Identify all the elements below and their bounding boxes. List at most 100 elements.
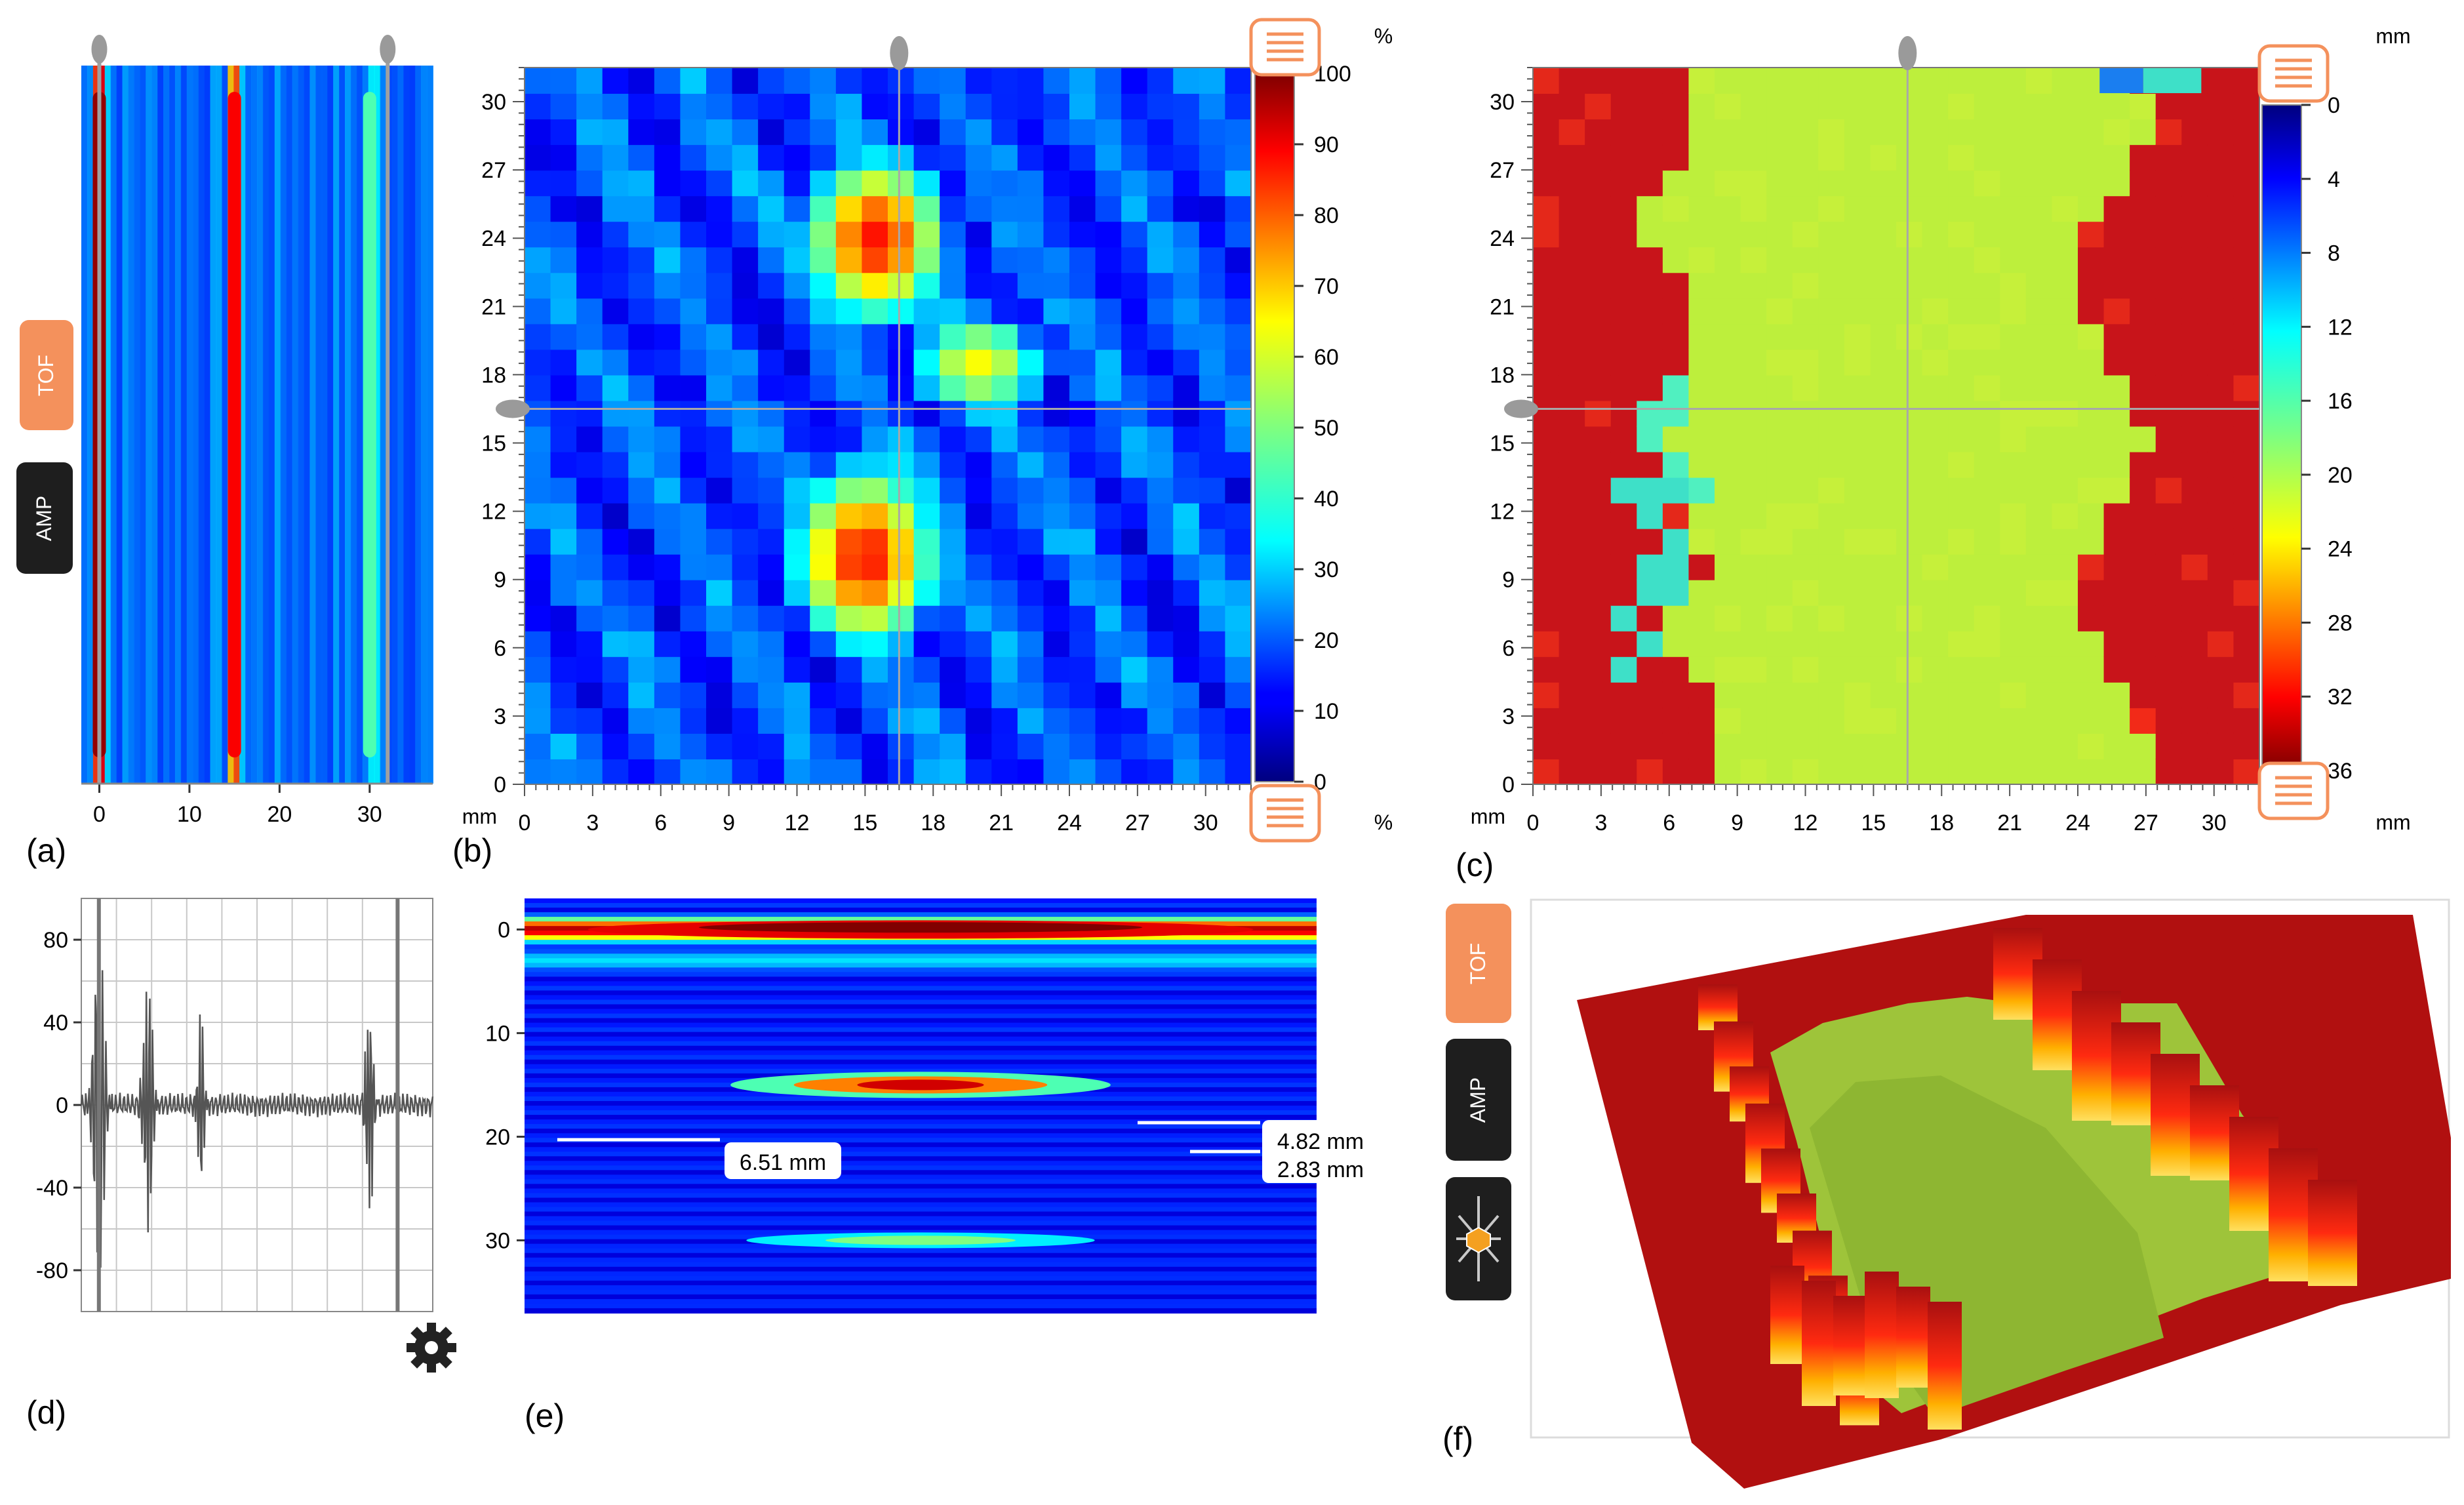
c-cell: [1896, 323, 1923, 350]
b-cell: [602, 656, 629, 683]
b-cell: [1069, 349, 1096, 376]
b-cell: [888, 68, 915, 94]
c-cell: [1844, 323, 1871, 350]
b-cell: [1173, 272, 1200, 299]
b-cell: [1095, 400, 1123, 427]
b-cell: [732, 451, 759, 478]
c-cell: [1610, 732, 1638, 759]
c-cell: [2181, 732, 2208, 759]
e-row: [525, 1289, 1317, 1295]
c-x-tick-label: 6: [1663, 811, 1675, 835]
b-cell: [835, 528, 863, 555]
c-cell: [1637, 221, 1663, 248]
b-cell: [991, 298, 1018, 325]
c-cell: [2052, 374, 2078, 401]
a-column: [345, 66, 351, 784]
c-cell: [1948, 630, 1975, 657]
c-colorbar-menu-button[interactable]: [2257, 761, 2330, 820]
b-cell: [940, 605, 966, 632]
b-cell: [940, 221, 966, 248]
b-cell: [1199, 451, 1226, 478]
c-cell: [2155, 119, 2183, 146]
b-cell: [1225, 528, 1252, 555]
e-row: [525, 1147, 1317, 1153]
c-cell: [2000, 349, 2027, 376]
c-cell: [1974, 477, 2001, 504]
b-cell: [1225, 732, 1252, 759]
c-cell: [1818, 272, 1845, 299]
b-cell: [628, 119, 655, 146]
c-cell: [1610, 119, 1638, 146]
c-cell: [2025, 681, 2053, 708]
c-cell: [1662, 451, 1690, 478]
c-x-unit-label: mm: [1471, 805, 1505, 828]
a-band: [228, 92, 241, 757]
b-cell: [1069, 758, 1096, 785]
settings-gear-icon[interactable]: [407, 1323, 456, 1373]
b-cell: [1173, 144, 1200, 171]
b-cell: [628, 553, 655, 580]
c-cell: [1792, 502, 1819, 529]
c-cell: [1922, 451, 1949, 478]
e-row: [525, 1303, 1317, 1309]
c-cell: [1585, 630, 1612, 657]
c-cell: [2103, 247, 2131, 273]
c-cell: [1610, 758, 1638, 785]
c-cell: [2130, 93, 2156, 120]
c-cell: [2233, 247, 2260, 273]
b-cell: [1069, 119, 1096, 146]
c-cell: [2233, 732, 2260, 759]
b-cell: [1225, 579, 1252, 606]
b-cell: [680, 451, 707, 478]
tof-3d-mode-button[interactable]: TOF: [1446, 904, 1511, 1023]
amp-3d-mode-button[interactable]: AMP: [1446, 1039, 1511, 1161]
b-cell: [991, 681, 1018, 708]
b-cell: [835, 195, 863, 222]
b-cell: [913, 477, 941, 504]
c-cell: [2130, 758, 2156, 785]
b-cell: [784, 707, 811, 734]
c-cell: [1766, 247, 1793, 273]
b-colorbar-menu-button[interactable]: [1249, 784, 1321, 843]
c-cell: [1688, 579, 1715, 606]
c-cell: [1637, 426, 1663, 452]
b-cell: [628, 681, 655, 708]
c-cell: [2233, 451, 2260, 478]
c-cell: [2025, 451, 2053, 478]
c-colorbar-top-unit: mm: [2375, 24, 2410, 48]
b-colorbar-menu-button[interactable]: [1249, 18, 1321, 77]
c-cell: [1740, 374, 1768, 401]
c-cell: [1559, 119, 1586, 146]
b-cell: [1225, 656, 1252, 683]
b-cell: [1225, 426, 1252, 452]
c-cell: [2233, 349, 2260, 376]
b-cell: [888, 732, 915, 759]
c-cell: [2155, 579, 2183, 606]
b-cell: [602, 732, 629, 759]
e-front-wall-peak: [698, 922, 1143, 933]
c-cell: [2000, 144, 2027, 171]
amp-mode-button[interactable]: AMP: [16, 462, 73, 574]
c-cell: [1922, 656, 1949, 683]
b-cell: [602, 349, 629, 376]
b-cell: [1121, 298, 1148, 325]
b-cell: [1199, 579, 1226, 606]
b-cell: [680, 144, 707, 171]
b-cell: [550, 272, 578, 299]
tof-mode-button[interactable]: TOF: [20, 320, 73, 430]
c-y-tick-label: 12: [1490, 500, 1515, 525]
b-cell: [913, 758, 941, 785]
c-cell: [1715, 323, 1741, 350]
b-cell: [654, 630, 681, 657]
rotate-view-button[interactable]: [1446, 1177, 1511, 1300]
b-cell: [602, 579, 629, 606]
b-cell: [940, 553, 966, 580]
c-colorbar-menu-button[interactable]: [2257, 44, 2330, 103]
b-cell: [576, 221, 603, 248]
e-row: [525, 1110, 1317, 1116]
b-cell: [965, 477, 993, 504]
b-cell: [1043, 502, 1070, 529]
e-back-wall-core: [825, 1235, 1016, 1245]
c-cell: [2233, 758, 2260, 785]
b-cell: [628, 221, 655, 248]
